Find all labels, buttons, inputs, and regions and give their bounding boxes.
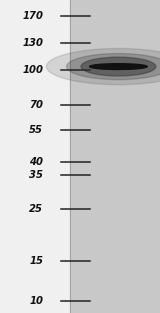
Ellipse shape <box>81 57 156 76</box>
Text: 70: 70 <box>29 100 43 110</box>
Ellipse shape <box>46 49 160 85</box>
Ellipse shape <box>67 54 160 80</box>
Text: 170: 170 <box>22 11 43 21</box>
Text: 10: 10 <box>29 296 43 306</box>
Text: 130: 130 <box>22 38 43 48</box>
Text: 55: 55 <box>29 125 43 135</box>
Text: 40: 40 <box>29 157 43 167</box>
Text: 100: 100 <box>22 64 43 74</box>
Text: 25: 25 <box>29 204 43 214</box>
Ellipse shape <box>90 64 147 69</box>
Text: 35: 35 <box>29 170 43 180</box>
Text: 15: 15 <box>29 256 43 265</box>
